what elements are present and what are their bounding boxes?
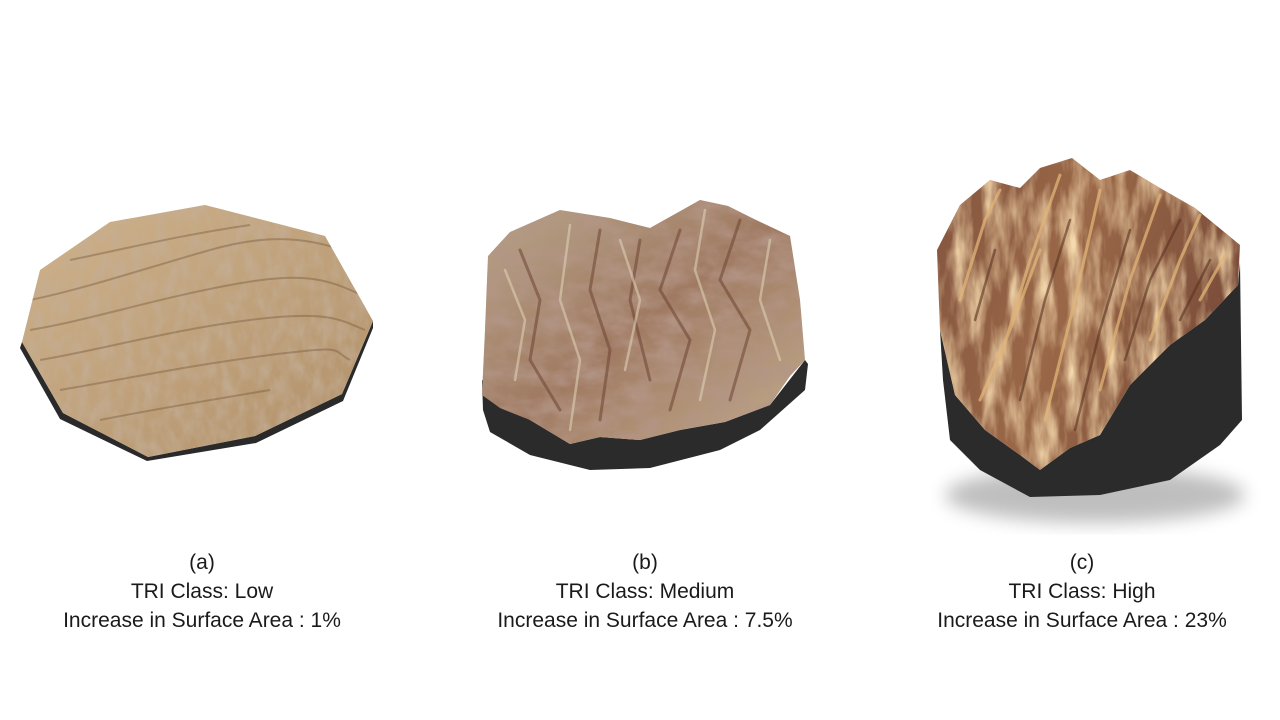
terrain-base-wall xyxy=(482,360,808,470)
terrain-block-high xyxy=(937,158,1245,523)
terrain-block-medium xyxy=(482,200,808,470)
caption-panel-a: (a) TRI Class: Low Increase in Surface A… xyxy=(0,548,412,635)
terrain-base-wall xyxy=(940,262,1242,497)
panel-letter: (a) xyxy=(189,551,215,574)
caption-panel-b: (b) TRI Class: Medium Increase in Surfac… xyxy=(435,548,855,635)
terrain-base-wall xyxy=(20,321,373,461)
terrain-block-low xyxy=(20,205,373,461)
panel-letter: (b) xyxy=(632,551,658,574)
caption-panel-c: (c) TRI Class: High Increase in Surface … xyxy=(872,548,1280,635)
surface-area-increase: Increase in Surface Area : 23% xyxy=(937,609,1227,632)
tri-class-label: TRI Class: Medium xyxy=(555,580,735,603)
tri-class-label: TRI Class: High xyxy=(1008,580,1156,603)
surface-area-increase: Increase in Surface Area : 1% xyxy=(63,609,341,632)
tri-class-label: TRI Class: Low xyxy=(130,580,274,603)
panel-letter: (c) xyxy=(1069,551,1095,574)
surface-area-increase: Increase in Surface Area : 7.5% xyxy=(497,609,793,632)
